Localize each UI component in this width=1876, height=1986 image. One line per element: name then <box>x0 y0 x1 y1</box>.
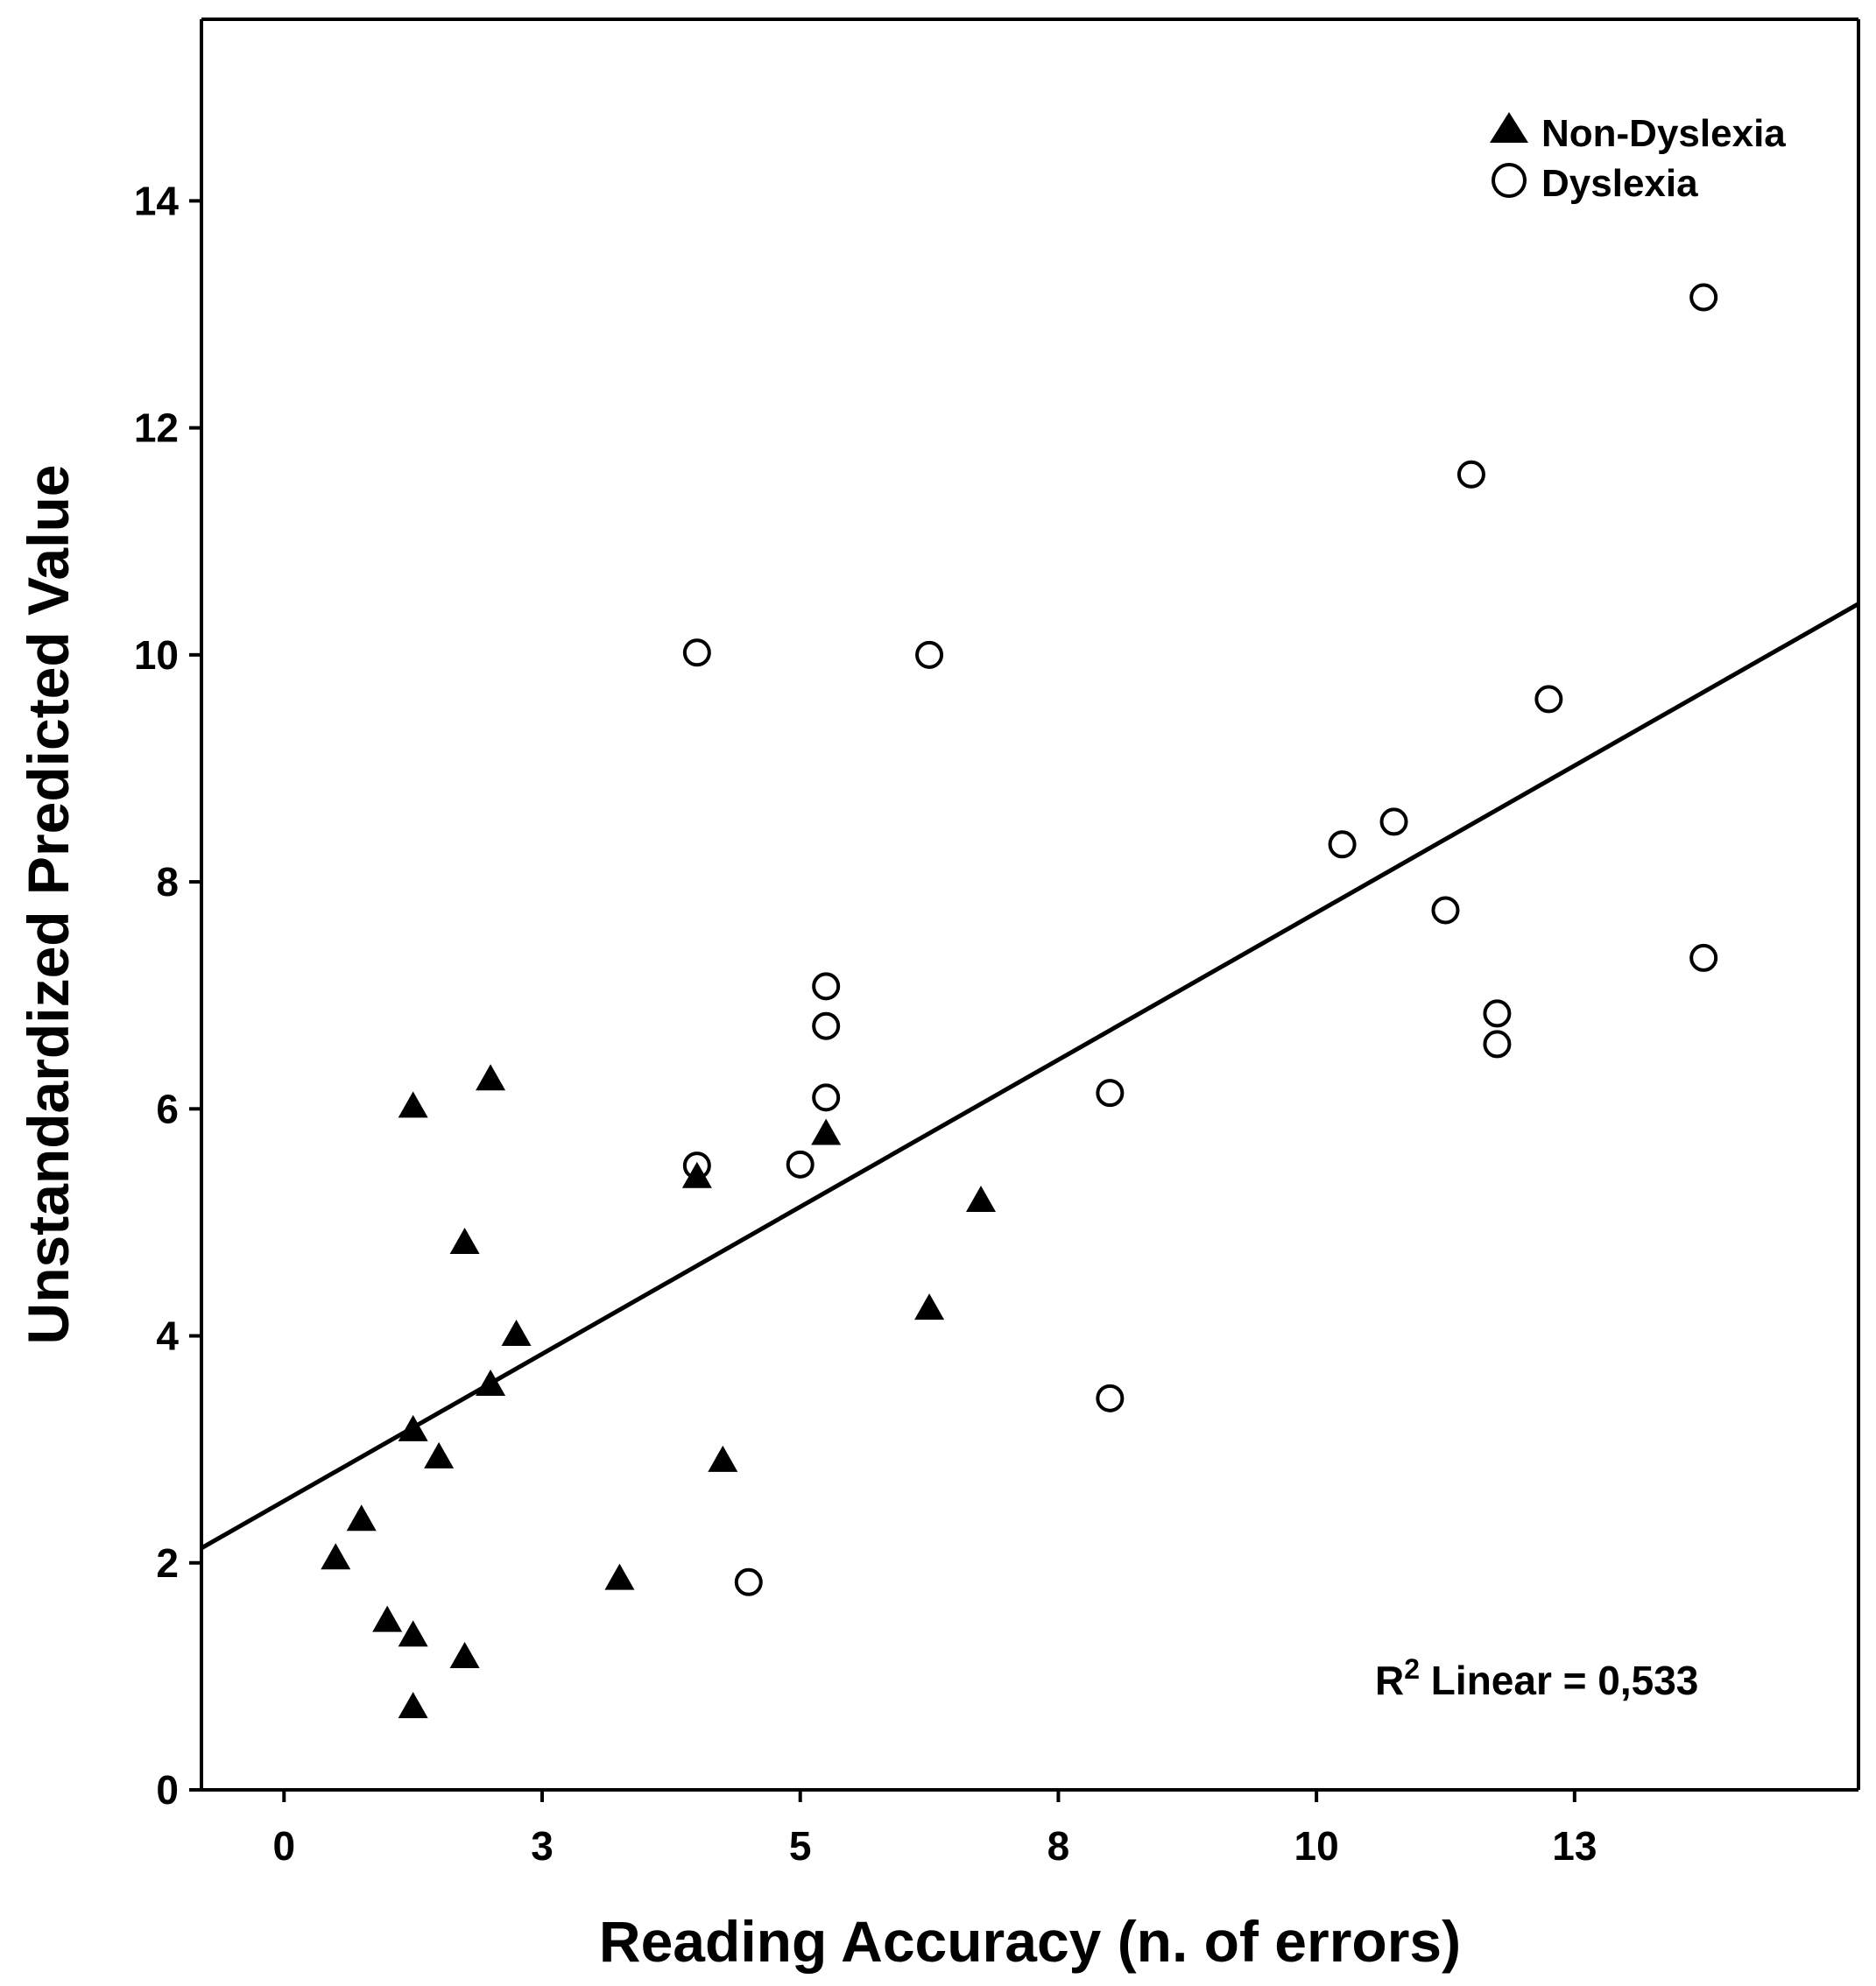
legend-label-non-dyslexia: Non-Dyslexia <box>1541 112 1786 155</box>
non-dyslexia-point <box>681 1161 712 1188</box>
x-tick-label: 0 <box>273 1823 296 1869</box>
y-tick-label: 12 <box>134 405 179 451</box>
legend-triangle-icon <box>1490 112 1528 143</box>
dyslexia-point <box>682 638 711 667</box>
dyslexia-point <box>1096 1384 1125 1412</box>
y-axis-ticks: 0 2 4 6 8 10 12 14 <box>134 178 201 1813</box>
non-dyslexia-point <box>372 1605 403 1632</box>
dyslexia-point <box>682 1151 711 1180</box>
x-tick-label: 13 <box>1552 1823 1597 1869</box>
dyslexia-point <box>1483 999 1512 1028</box>
y-tick-label: 2 <box>156 1540 179 1586</box>
non-dyslexia-point <box>398 1692 428 1719</box>
non-dyslexia-point <box>914 1293 945 1320</box>
dyslexia-point <box>812 972 841 1001</box>
dyslexia-point <box>915 640 944 669</box>
x-tick-label: 3 <box>531 1823 554 1869</box>
non-dyslexia-point <box>449 1642 480 1669</box>
dyslexia-point <box>1689 283 1718 312</box>
legend-circle-icon <box>1492 163 1527 198</box>
legend: Non-Dyslexia Dyslexia <box>1490 112 1786 205</box>
x-axis-ticks: 0 3 5 8 10 13 <box>273 1790 1597 1869</box>
x-tick-label: 8 <box>1047 1823 1070 1869</box>
legend-label-dyslexia: Dyslexia <box>1541 162 1698 205</box>
y-tick-label: 10 <box>134 632 179 678</box>
r2-suffix: Linear = 0,533 <box>1420 1658 1698 1703</box>
dyslexia-point <box>812 1011 841 1040</box>
dyslexia-point <box>1096 1079 1125 1108</box>
dyslexia-point <box>1483 1030 1512 1059</box>
y-tick-label: 0 <box>156 1767 179 1813</box>
non-dyslexia-point <box>398 1414 428 1441</box>
dyslexia-point <box>1328 830 1357 859</box>
dyslexia-point <box>1534 685 1563 714</box>
y-tick-label: 8 <box>156 859 179 905</box>
x-tick-label: 10 <box>1294 1823 1339 1869</box>
y-tick-label: 14 <box>134 178 180 223</box>
non-dyslexia-point <box>321 1543 351 1570</box>
dyslexia-point <box>734 1567 763 1596</box>
non-dyslexia-point <box>346 1504 377 1532</box>
r-squared-annotation: R2 Linear = 0,533 <box>1375 1653 1698 1703</box>
non-dyslexia-point <box>449 1227 480 1254</box>
non-dyslexia-point <box>476 1369 506 1396</box>
non-dyslexia-point <box>501 1319 532 1346</box>
dyslexia-point <box>1689 943 1718 972</box>
y-tick-label: 4 <box>156 1313 179 1359</box>
non-dyslexia-point <box>476 1064 506 1091</box>
non-dyslexia-point <box>398 1620 428 1647</box>
data-points <box>321 283 1718 1719</box>
y-tick-label: 6 <box>156 1086 179 1131</box>
dyslexia-point <box>786 1150 815 1179</box>
dyslexia-point <box>1379 807 1408 836</box>
non-dyslexia-point <box>398 1091 428 1118</box>
non-dyslexia-point <box>811 1118 842 1145</box>
non-dyslexia-point <box>708 1445 738 1472</box>
non-dyslexia-point <box>424 1441 455 1468</box>
r2-prefix: R <box>1375 1658 1404 1703</box>
x-tick-label: 5 <box>789 1823 812 1869</box>
non-dyslexia-point <box>604 1563 635 1590</box>
dyslexia-point <box>1431 896 1460 925</box>
non-dyslexia-point <box>966 1186 997 1212</box>
dyslexia-point <box>1456 460 1485 489</box>
dyslexia-point <box>812 1083 841 1112</box>
y-axis-title: Unstandardized Predicted Value <box>16 465 81 1345</box>
linear-fit-line <box>200 602 1860 1551</box>
plot-frame <box>200 18 1860 1792</box>
r2-superscript: 2 <box>1404 1653 1420 1685</box>
x-axis-title: Reading Accuracy (n. of errors) <box>599 1909 1461 1974</box>
